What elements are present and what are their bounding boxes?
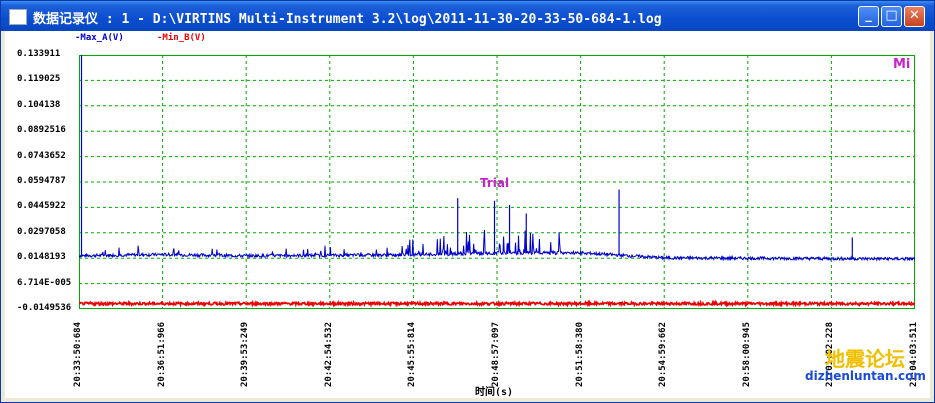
x-tick-label: 20:45:55:814 xyxy=(407,321,418,387)
y-tick-label: -0.0149536 xyxy=(17,303,72,313)
y-tick-label: 0.104138 xyxy=(17,99,61,110)
x-tick-label: 20:42:54:532 xyxy=(323,321,334,387)
y-tick-label: 0.119025 xyxy=(17,74,61,85)
x-tick-label: 20:48:57:097 xyxy=(491,321,501,387)
x-tick-label: 20:51:58:380 xyxy=(574,321,585,387)
x-axis-title: 时间(s) xyxy=(475,387,514,398)
y-tick-label: 0.0297058 xyxy=(17,226,66,237)
forum-watermark: 地震论坛 xyxy=(825,347,905,371)
y-tick-label: 0.0148193 xyxy=(17,252,66,263)
window-title: 数据记录仪 : 1 - D:\VIRTINS Multi-Instrument … xyxy=(33,12,662,27)
x-tick-label: 20:58:00:945 xyxy=(741,321,752,387)
y-tick-label: 6.714E-005 xyxy=(17,277,72,288)
series-max-a-line xyxy=(79,229,915,262)
y-tick-label: 0.0594787 xyxy=(17,176,66,186)
y-tick-label: 0.0743652 xyxy=(17,150,66,161)
legend-series-b: -Min_B(V) xyxy=(157,33,206,43)
mi-label: Mi xyxy=(893,57,911,72)
x-tick-label: 20:39:53:249 xyxy=(240,321,251,387)
waveform-app-icon xyxy=(9,9,27,25)
trial-watermark: Trial xyxy=(480,176,510,190)
forum-watermark-url: dizhenluntan.com xyxy=(805,369,926,383)
x-tick-label: 20:33:50:684 xyxy=(73,321,83,387)
x-tick-label: 20:54:59:662 xyxy=(658,321,669,387)
y-tick-label: 0.0445922 xyxy=(17,201,66,212)
minimize-button[interactable]: _ xyxy=(858,6,879,27)
plot-svg[interactable] xyxy=(79,55,915,309)
legend-series-a: -Max_A(V) xyxy=(75,33,124,43)
series-min-b-line xyxy=(79,299,915,308)
title-bar[interactable]: 数据记录仪 : 1 - D:\VIRTINS Multi-Instrument … xyxy=(1,1,934,31)
x-tick-label: 20:36:51:966 xyxy=(156,321,167,387)
y-tick-label: 0.0892516 xyxy=(17,125,66,136)
close-button[interactable]: ✕ xyxy=(904,6,925,27)
y-tick-label: 0.133911 xyxy=(17,49,61,59)
maximize-button[interactable]: □ xyxy=(881,6,902,27)
chart-area: -Max_A(V) -Min_B(V) 0.133911 0.119025 0.10… xyxy=(5,31,930,398)
